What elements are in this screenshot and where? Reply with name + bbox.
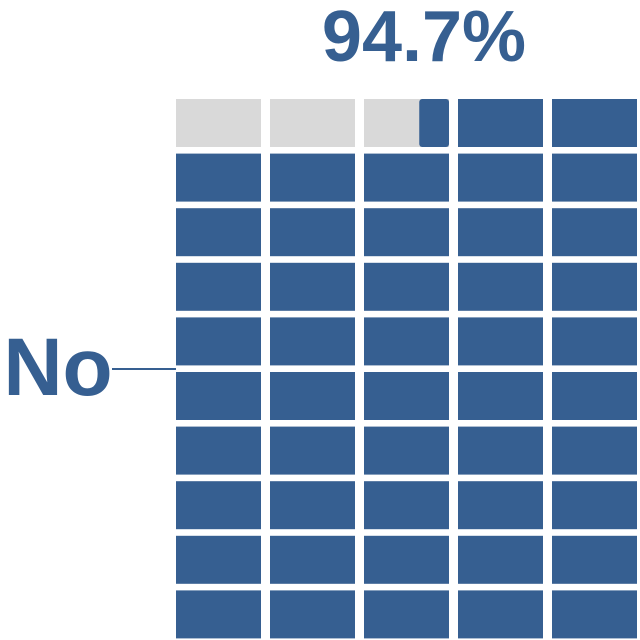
category-label: No (3, 322, 112, 413)
waffle-cell-filled (552, 590, 637, 639)
waffle-cell-filled (364, 426, 449, 475)
waffle-cell-filled (364, 317, 449, 366)
waffle-cell-filled (458, 317, 543, 366)
waffle-cell-partial-fill (419, 99, 449, 147)
waffle-cell-filled (270, 262, 355, 311)
waffle-cell-filled (458, 262, 543, 311)
waffle-cell-empty (176, 99, 261, 147)
waffle-cell-filled (458, 372, 543, 420)
waffle-cell-filled (458, 590, 543, 639)
waffle-cells (176, 99, 637, 639)
waffle-cell-filled (176, 208, 261, 257)
waffle-cell-filled (176, 317, 261, 366)
waffle-cell-filled (270, 317, 355, 366)
waffle-cell-filled (458, 208, 543, 257)
waffle-cell-filled (364, 372, 449, 420)
waffle-cell-filled (176, 262, 261, 311)
waffle-cell-filled (364, 262, 449, 311)
waffle-cell-filled (552, 317, 637, 366)
value-percent-label: 94.7% (322, 0, 526, 77)
waffle-cell-filled (176, 590, 261, 639)
waffle-cell-filled (458, 481, 543, 530)
waffle-cell-filled (552, 481, 637, 530)
waffle-cell-filled (176, 372, 261, 420)
waffle-cell-filled (270, 535, 355, 584)
waffle-cell-filled (458, 426, 543, 475)
waffle-cell-filled (552, 99, 637, 147)
waffle-cell-filled (270, 208, 355, 257)
waffle-cell-filled (270, 481, 355, 530)
waffle-cell-filled (552, 262, 637, 311)
waffle-cell-filled (176, 535, 261, 584)
waffle-cell-filled (552, 372, 637, 420)
waffle-cell-filled (176, 426, 261, 475)
waffle-cell-filled (458, 99, 543, 147)
waffle-cell-filled (364, 208, 449, 257)
waffle-cell-filled (552, 426, 637, 475)
waffle-cell-filled (552, 535, 637, 584)
waffle-cell-filled (270, 153, 355, 202)
waffle-cell-filled (364, 590, 449, 639)
waffle-cell-filled (458, 153, 543, 202)
waffle-cell-filled (270, 372, 355, 420)
waffle-cell-filled (364, 153, 449, 202)
waffle-cell-filled (270, 426, 355, 475)
waffle-cell-filled (364, 481, 449, 530)
waffle-cell-filled (176, 153, 261, 202)
waffle-cell-filled (270, 590, 355, 639)
waffle-cell-filled (552, 153, 637, 202)
waffle-cell-filled (176, 481, 261, 530)
waffle-cell-filled (552, 208, 637, 257)
waffle-cell-filled (364, 535, 449, 584)
waffle-cell-filled (458, 535, 543, 584)
waffle-cell-empty (270, 99, 355, 147)
